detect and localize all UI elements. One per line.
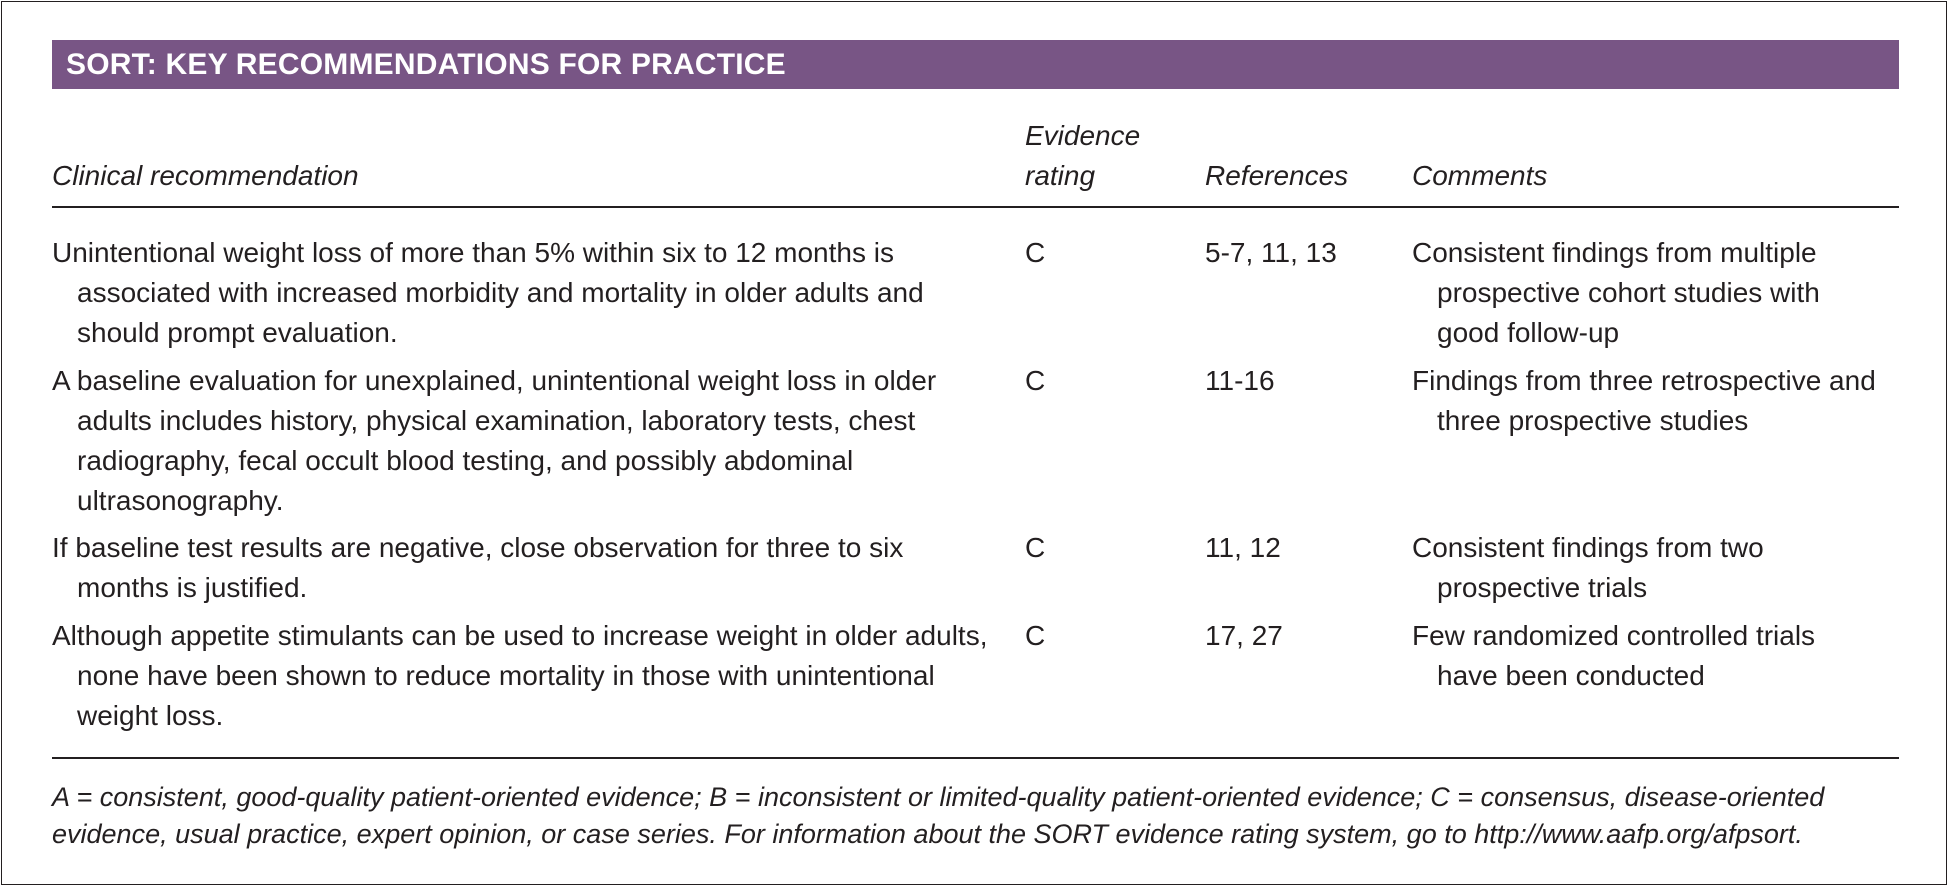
comments-cell: Few randomized controlled trials have be… bbox=[1412, 620, 1816, 691]
recommendation-cell: If baseline test results are negative, c… bbox=[52, 532, 904, 603]
bottom-divider bbox=[52, 757, 1899, 759]
table-header: Clinical recommendation Evidence rating … bbox=[52, 120, 1899, 208]
header-references: References bbox=[1205, 160, 1349, 191]
recommendation-cell: A baseline evaluation for unexplained, u… bbox=[52, 365, 937, 516]
references-cell: 17, 27 bbox=[1205, 620, 1283, 651]
evidence-footnote: A = consistent, good-quality patient-ori… bbox=[52, 782, 1825, 849]
header-evidence-rating: Evidence rating bbox=[1025, 116, 1175, 196]
recommendation-cell: Although appetite stimulants can be used… bbox=[52, 620, 988, 731]
table-title: SORT: KEY RECOMMENDATIONS FOR PRACTICE bbox=[52, 40, 1899, 89]
evidence-rating-cell: C bbox=[1025, 620, 1046, 651]
evidence-rating-cell: C bbox=[1025, 237, 1046, 268]
references-cell: 5-7, 11, 13 bbox=[1205, 237, 1337, 268]
evidence-rating-cell: C bbox=[1025, 532, 1046, 563]
references-cell: 11, 12 bbox=[1205, 532, 1281, 563]
header-evidence-line1: Evidence bbox=[1025, 120, 1141, 151]
recommendation-cell: Unintentional weight loss of more than 5… bbox=[52, 237, 924, 348]
header-clinical-recommendation: Clinical recommendation bbox=[52, 160, 359, 191]
references-cell: 11-16 bbox=[1205, 365, 1275, 396]
evidence-rating-cell: C bbox=[1025, 365, 1046, 396]
comments-cell: Findings from three retrospective and th… bbox=[1412, 365, 1876, 436]
comments-cell: Consistent findings from multiple prospe… bbox=[1412, 237, 1820, 348]
header-evidence-line2: rating bbox=[1025, 160, 1096, 191]
header-comments: Comments bbox=[1412, 160, 1548, 191]
comments-cell: Consistent findings from two prospective… bbox=[1412, 532, 1764, 603]
